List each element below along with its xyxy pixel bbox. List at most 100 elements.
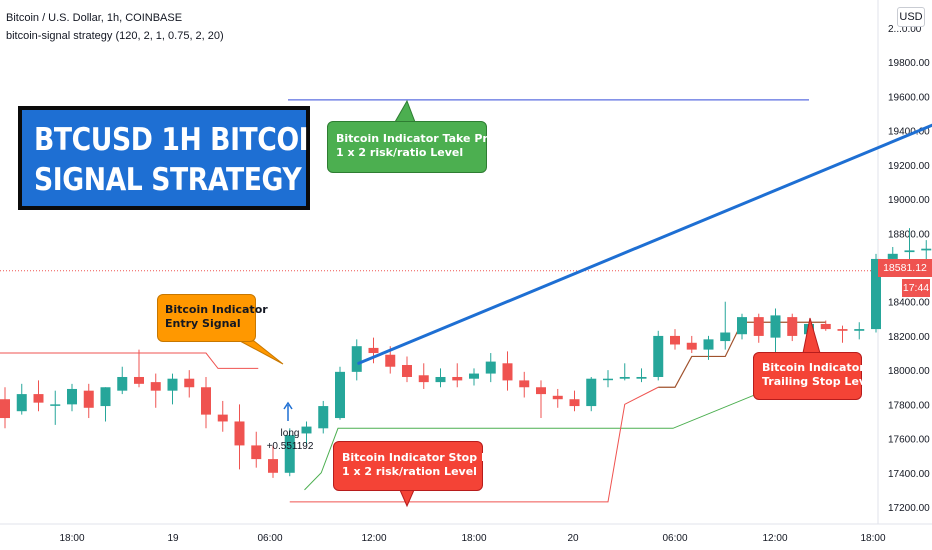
countdown-tag: 17:44 xyxy=(902,279,930,297)
stop-loss-note: Bitcoin Indicator Stop Loss 1 x 2 risk/r… xyxy=(333,441,509,491)
take-profit-line-2: 1 x 2 risk/ratio Level xyxy=(336,146,464,159)
candle-body xyxy=(720,332,731,342)
candle-body xyxy=(552,395,563,400)
x-tick-label: 20 xyxy=(567,533,579,544)
y-tick-label: 17200.00 xyxy=(888,503,930,514)
candle-body xyxy=(686,342,697,350)
y-tick-label: 19200.00 xyxy=(888,161,930,172)
stop-loss-pointer xyxy=(399,489,415,508)
y-tick-label: 18400.00 xyxy=(888,298,930,309)
candle-body xyxy=(787,317,798,336)
candle-body xyxy=(737,317,747,335)
y-tick-label: 18200.00 xyxy=(888,332,930,343)
entry-signal-note: Bitcoin Indicator Entry Signal xyxy=(157,294,268,342)
trailing-pointer xyxy=(802,317,821,354)
candle-body xyxy=(134,376,144,384)
y-tick-label: 19000.00 xyxy=(888,195,930,206)
candle-body xyxy=(301,426,312,434)
candle-body xyxy=(837,329,848,331)
trailing-line-1: Bitcoin Indicator xyxy=(762,361,865,374)
take-profit-note: Bitcoin Indicator Take Profit 1 x 2 risk… xyxy=(327,121,509,173)
trailing-line-2: Trailing Stop Level xyxy=(762,375,878,388)
candle-body xyxy=(150,382,161,391)
candle-body xyxy=(820,323,831,330)
y-tick-label: 17400.00 xyxy=(888,469,930,480)
candle-body xyxy=(753,317,764,336)
entry-line-2: Entry Signal xyxy=(165,317,241,330)
candle-body xyxy=(921,248,932,251)
candle-body xyxy=(0,399,10,419)
trend-arrow-line xyxy=(357,123,932,365)
candle-body xyxy=(485,361,496,374)
candle-body xyxy=(452,376,463,381)
title-line-1: BTCUSD 1H BITCOIN xyxy=(34,122,331,158)
symbol-title: Bitcoin / U.S. Dollar, 1h, COINBASE xyxy=(6,12,183,24)
y-tick-label: 19600.00 xyxy=(888,92,930,103)
candle-body xyxy=(519,380,530,388)
candle-body xyxy=(603,378,613,381)
left-stop-line xyxy=(0,352,259,369)
candle-body xyxy=(435,376,446,383)
candle-body xyxy=(586,378,597,407)
take-profit-line-1: Bitcoin Indicator Take Profit xyxy=(336,132,509,145)
candle-body xyxy=(402,365,412,377)
trailing-stop-note: Bitcoin Indicator Trailing Stop Level xyxy=(753,352,878,400)
candle-body xyxy=(636,376,647,379)
x-tick-label: 06:00 xyxy=(257,533,282,544)
x-tick-label: 12:00 xyxy=(762,533,787,544)
candle-body xyxy=(33,394,44,403)
candle-body xyxy=(50,404,61,406)
candle-body xyxy=(770,315,781,338)
candle-body xyxy=(536,387,546,395)
candle-body xyxy=(16,394,27,412)
x-tick-label: 06:00 xyxy=(662,533,687,544)
candle-body xyxy=(251,445,262,460)
trade-profit: +0.551192 xyxy=(266,441,314,452)
candle-body xyxy=(351,346,362,372)
take-profit-pointer xyxy=(394,99,416,123)
currency-button[interactable]: USD xyxy=(897,7,925,27)
stop-loss-line-1: Bitcoin Indicator Stop Loss xyxy=(342,451,509,464)
candle-body xyxy=(887,253,898,259)
candle-body xyxy=(318,406,329,429)
chart-header: Bitcoin / U.S. Dollar, 1h, COINBASE bitc… xyxy=(6,9,224,45)
candle-body xyxy=(469,373,479,379)
x-tick-label: 12:00 xyxy=(361,533,386,544)
candle-body xyxy=(184,378,195,388)
candle-body xyxy=(217,414,228,422)
y-tick-label: 18000.00 xyxy=(888,366,930,377)
candle-body xyxy=(368,347,379,354)
candle-body xyxy=(653,335,664,377)
y-tick-label: 19400.00 xyxy=(888,127,930,138)
x-tick-label: 18:00 xyxy=(59,533,84,544)
y-tick-label: 17600.00 xyxy=(888,435,930,446)
candle-body xyxy=(871,258,881,330)
candle-body xyxy=(167,378,178,391)
candle-body xyxy=(117,376,128,391)
candle-body xyxy=(234,421,245,446)
candle-body xyxy=(335,371,345,419)
x-tick-label: 19 xyxy=(167,533,179,544)
candle-body xyxy=(268,459,278,473)
candle-body xyxy=(670,335,680,345)
candle-body xyxy=(703,339,714,350)
title-banner: BTCUSD 1H BITCOIN SIGNAL STRATEGY xyxy=(18,106,331,210)
candle-body xyxy=(100,387,111,407)
strategy-title: bitcoin-signal strategy (120, 2, 1, 0.75… xyxy=(6,30,224,42)
title-line-2: SIGNAL STRATEGY xyxy=(34,162,302,198)
entry-pointer xyxy=(239,340,284,365)
candle-body xyxy=(418,375,429,383)
candle-body xyxy=(904,250,915,253)
x-tick-label: 18:00 xyxy=(860,533,885,544)
stop-loss-line-2: 1 x 2 risk/ration Level xyxy=(342,465,477,478)
candle-body xyxy=(67,388,77,405)
candle-body xyxy=(502,363,513,381)
candle-body xyxy=(83,390,94,408)
x-tick-label: 18:00 xyxy=(461,533,486,544)
entry-marker-head xyxy=(283,401,293,410)
last-price-tag: 18581.12 xyxy=(878,259,932,277)
y-tick-label: 17800.00 xyxy=(888,400,930,411)
stop-loss-line xyxy=(289,386,659,503)
candle-body xyxy=(201,387,211,415)
